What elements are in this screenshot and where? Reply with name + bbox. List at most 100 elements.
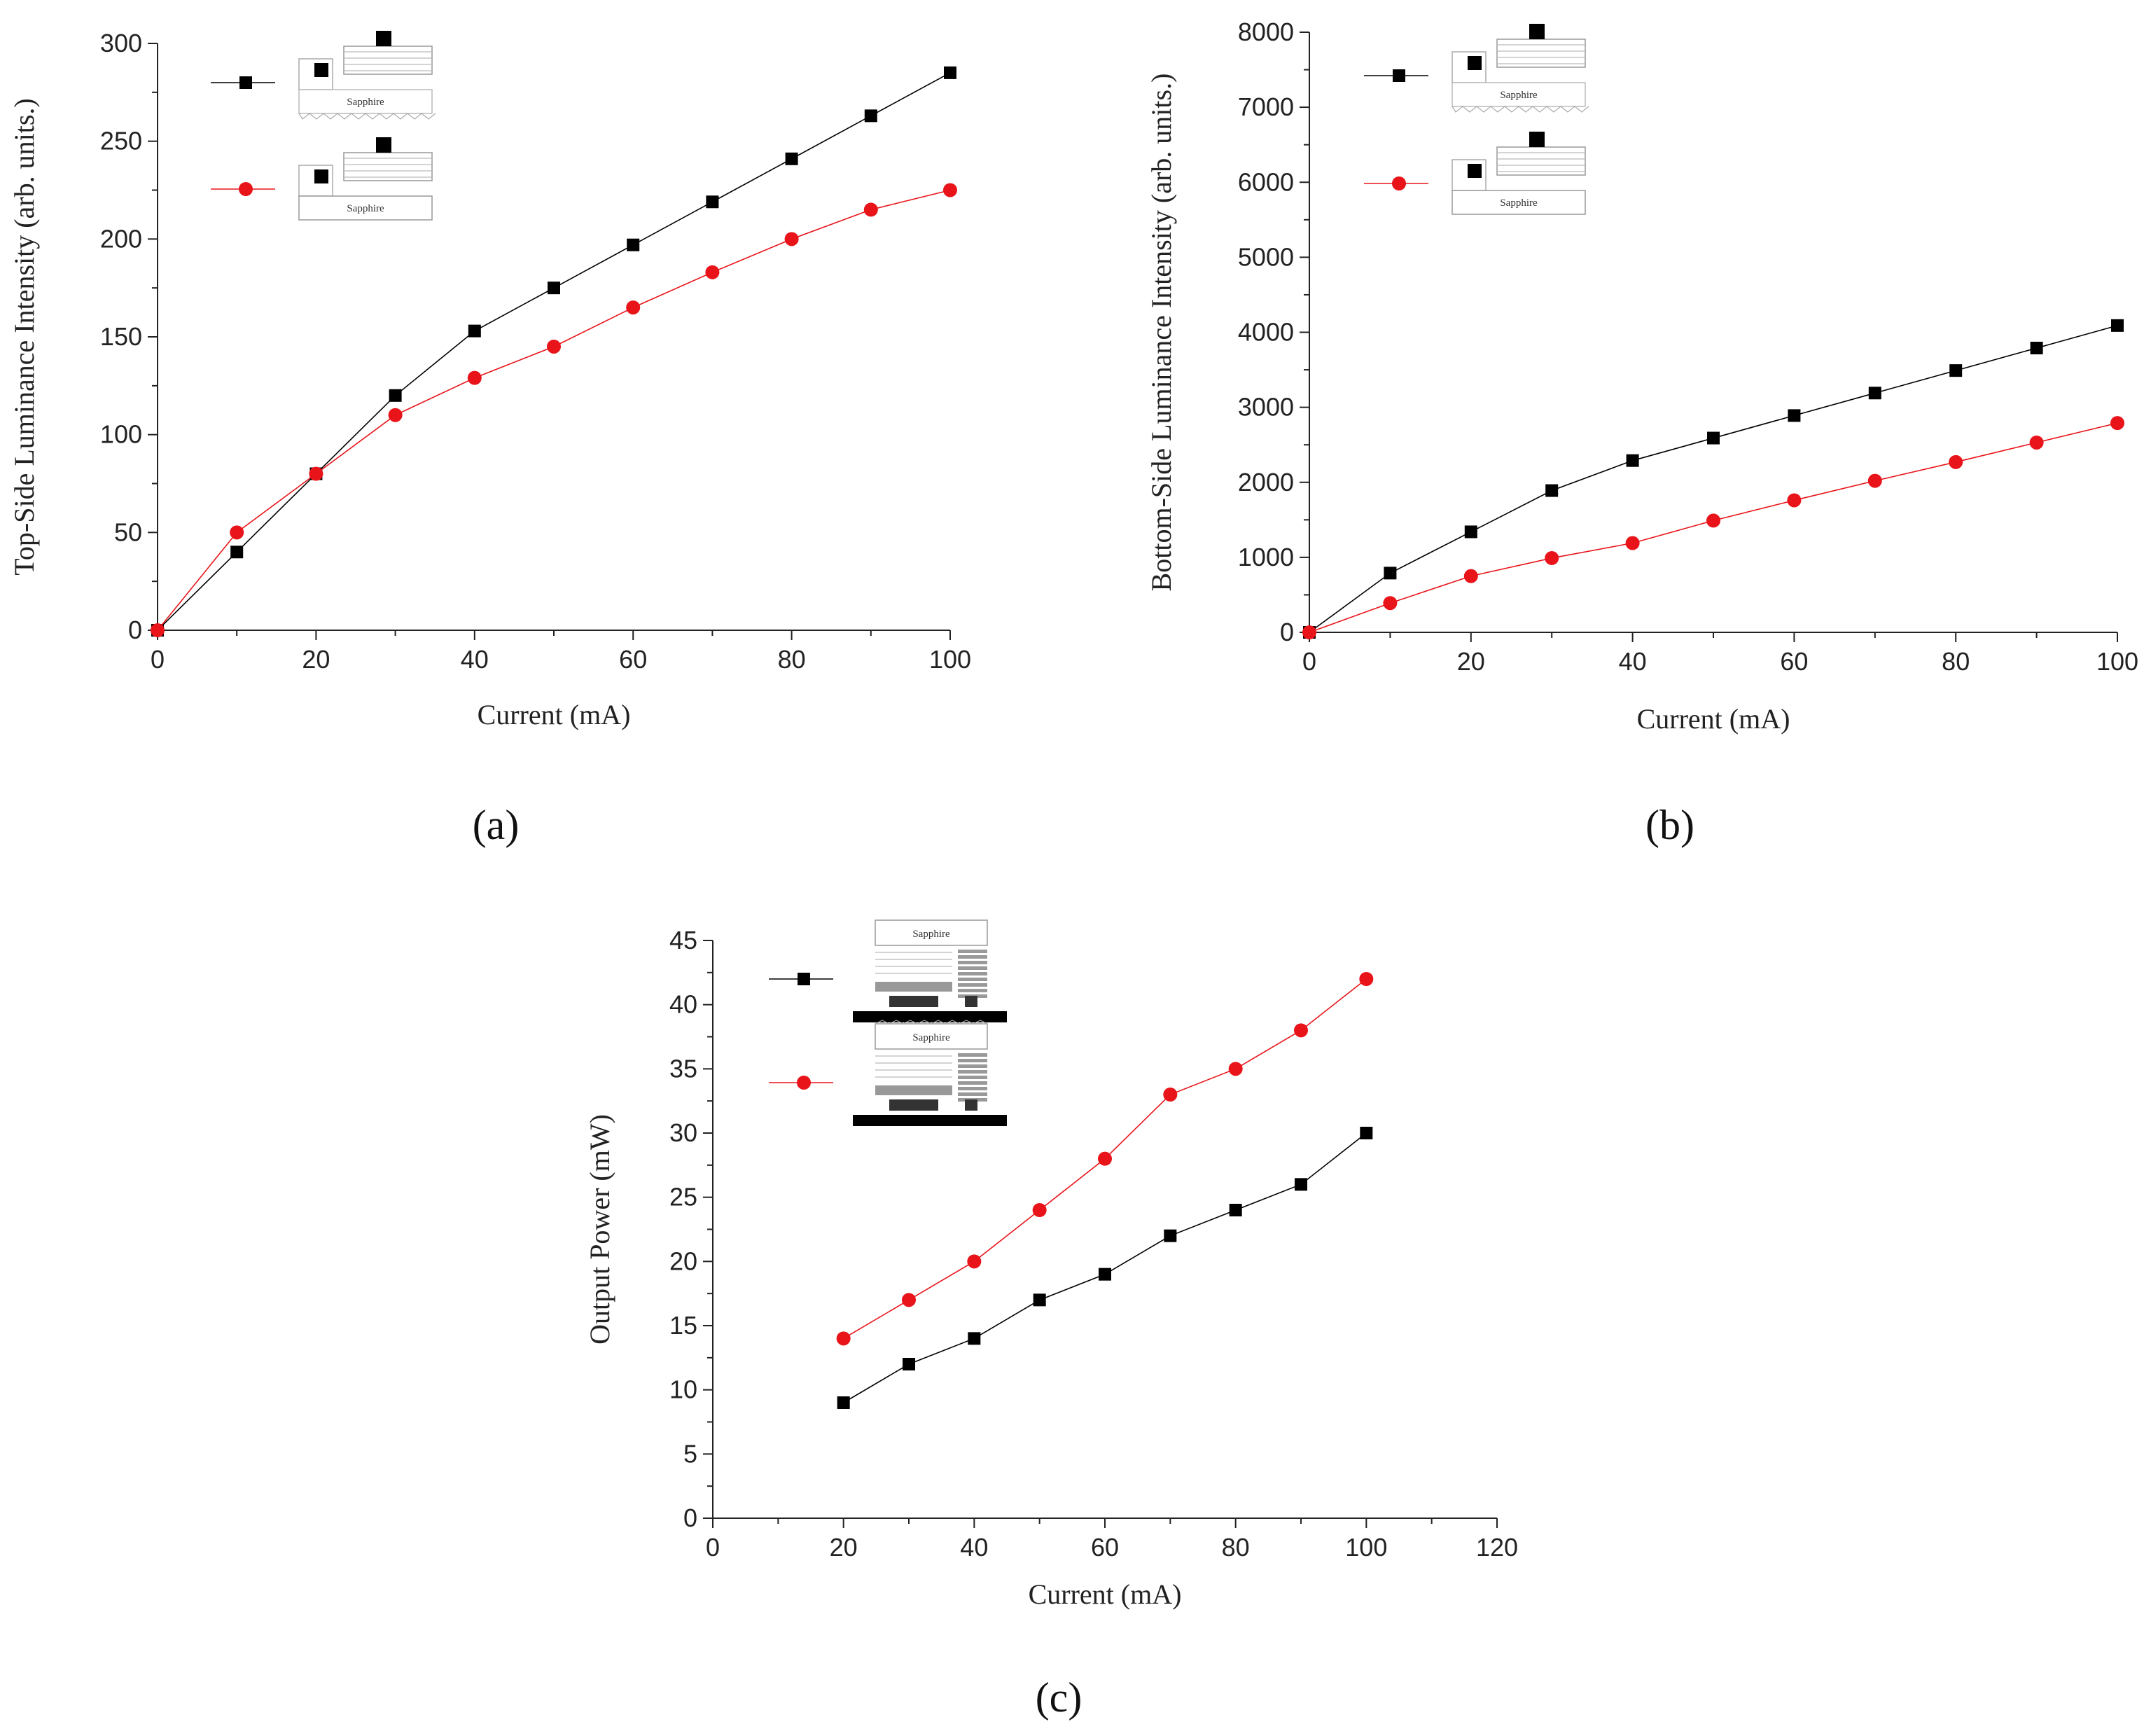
data-point-black-square — [1868, 387, 1881, 400]
schematic-bump — [889, 996, 938, 1007]
data-point-black-square — [1229, 1204, 1242, 1216]
schematic-pad-n — [314, 169, 328, 183]
data-point-black-square — [627, 238, 640, 251]
schematic-submount — [853, 1011, 1007, 1022]
data-point-black-square — [2111, 319, 2124, 332]
schematic-pad-n — [1468, 164, 1482, 178]
y-tick-label: 50 — [114, 518, 142, 546]
flipchip-schematic: Sapphire — [853, 1020, 1007, 1126]
schematic-sapphire — [875, 919, 988, 946]
schematic-mesa-right — [1496, 146, 1586, 176]
y-tick-label: 30 — [669, 1118, 697, 1147]
panel-a: 0 50 100 150 200 250 300 0 20 40 60 80 100 Current (m… — [8, 29, 971, 848]
schematic-stack-line — [958, 1081, 987, 1085]
y-tick-label: 100 — [100, 420, 142, 449]
x-tick-label: 40 — [461, 645, 489, 674]
data-point-black-square — [389, 389, 402, 402]
schematic-stack-line — [958, 1053, 987, 1057]
data-point-red-circle — [2029, 435, 2044, 450]
x-tick-label: 0 — [151, 645, 165, 674]
data-point-red-circle — [309, 466, 323, 481]
data-point-black-square — [468, 324, 481, 338]
data-point-black-square — [1033, 1293, 1046, 1307]
flipchip-schematic: Sapphire — [853, 919, 1007, 1022]
schematic-stack-line — [958, 955, 987, 959]
y-tick-label: 4000 — [1238, 318, 1294, 347]
y-tick-label: 1000 — [1238, 543, 1294, 571]
y-tick-label: 0 — [1280, 618, 1294, 646]
series-line-black-square — [843, 1132, 1367, 1403]
data-point-red-circle — [1228, 1062, 1243, 1076]
x-tick-label: 0 — [706, 1533, 720, 1562]
x-axis-title: Current (mA) — [1029, 1578, 1182, 1610]
y-tick-label: 0 — [128, 616, 142, 644]
data-point-black-square — [864, 109, 877, 123]
data-point-red-circle — [1032, 1203, 1047, 1217]
x-tick-label: 80 — [778, 645, 806, 674]
schematic-sapphire-label: Sapphire — [347, 203, 384, 214]
y-tick-label: 5 — [683, 1439, 697, 1468]
data-point-red-circle — [1867, 473, 1882, 488]
data-point-red-circle — [151, 623, 165, 637]
legend-marker-black-square — [239, 76, 252, 89]
schematic-stack-line — [958, 1087, 987, 1090]
schematic-textured-surface — [1452, 106, 1589, 113]
schematic-stack-line — [958, 961, 987, 964]
panel-b: 0 1000 2000 3000 4000 5000 6000 7000 8000 0 20 40 60… — [1146, 18, 2138, 848]
data-point-black-square — [1384, 567, 1397, 580]
data-point-black-square — [1360, 1127, 1373, 1139]
x-tick-label: 80 — [1942, 647, 1970, 676]
legend-marker-black-square — [798, 973, 810, 985]
series-line-red-circle — [157, 189, 951, 631]
schematic-pad-p — [376, 31, 391, 46]
schematic-mesa-right — [343, 46, 433, 75]
y-tick-label: 8000 — [1238, 18, 1294, 46]
led-schematic: Sapphire — [298, 137, 433, 221]
data-point-black-square — [1164, 1229, 1177, 1242]
panel-label: (c) — [1036, 1674, 1083, 1721]
schematic-sapphire-label: Sapphire — [1500, 197, 1538, 209]
data-point-red-circle — [547, 339, 561, 354]
data-point-black-square — [1464, 525, 1477, 539]
data-point-red-circle — [2110, 416, 2124, 431]
data-point-black-square — [548, 282, 560, 295]
data-point-red-circle — [388, 408, 403, 422]
data-point-black-square — [903, 1358, 915, 1370]
schematic-stack-line — [958, 1064, 987, 1068]
x-tick-label: 60 — [1091, 1533, 1119, 1562]
data-point-black-square — [1626, 454, 1639, 467]
legend-marker-black-square — [1393, 69, 1405, 82]
x-tick-label: 120 — [1476, 1533, 1518, 1562]
data-point-black-square — [706, 195, 719, 209]
schematic-sapphire-label: Sapphire — [347, 97, 384, 108]
y-axis-title: Output Power (mW) — [584, 1114, 615, 1345]
data-point-black-square — [2030, 341, 2043, 354]
data-point-black-square — [785, 152, 798, 165]
y-axis-title: Bottom-Side Luminance Intensity (arb. un… — [1146, 74, 1177, 592]
data-point-red-circle — [943, 183, 957, 197]
y-tick-label: 200 — [100, 224, 142, 253]
data-point-red-circle — [1787, 493, 1802, 508]
data-point-red-circle — [836, 1331, 851, 1346]
data-point-red-circle — [902, 1293, 916, 1307]
y-tick-label: 10 — [669, 1375, 697, 1404]
schematic-bump — [965, 1099, 977, 1111]
schematic-submount — [853, 1115, 1007, 1126]
data-point-red-circle — [1359, 972, 1374, 986]
data-point-black-square — [968, 1332, 981, 1345]
y-axis-title: Top-Side Luminance Intensity (arb. units… — [8, 98, 40, 575]
schematic-layer-dark — [875, 982, 952, 992]
data-point-red-circle — [1302, 625, 1316, 639]
schematic-sapphire — [1452, 190, 1586, 215]
data-point-black-square — [1707, 431, 1720, 445]
legend-marker-red-circle — [1392, 176, 1406, 190]
schematic-layer-dark — [875, 1085, 952, 1095]
panel-label: (b) — [1645, 802, 1694, 848]
schematic-stack-line — [958, 989, 987, 992]
y-tick-label: 0 — [683, 1504, 697, 1532]
x-tick-label: 60 — [1780, 647, 1808, 676]
x-tick-label: 100 — [1345, 1533, 1387, 1562]
schematic-bump — [889, 1099, 938, 1111]
data-point-black-square — [1949, 364, 1963, 377]
